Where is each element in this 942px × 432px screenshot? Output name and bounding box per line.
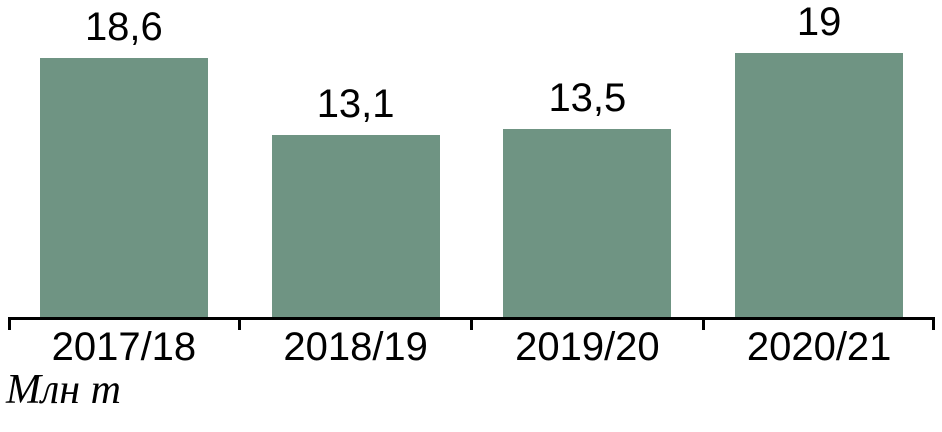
bar <box>503 129 672 317</box>
axis-tick-mark <box>238 317 242 330</box>
bar-group: 13,5 <box>472 78 704 317</box>
bar-value-label: 13,5 <box>548 76 627 120</box>
x-axis-tick-label: 2018/19 <box>283 325 428 369</box>
plot-area: 18,6 13,1 13,5 19 <box>8 0 935 317</box>
bar <box>735 53 904 317</box>
x-axis-tick-label: 2020/21 <box>746 325 892 369</box>
axis-tick-mark <box>8 317 11 330</box>
x-axis-tick-label: 2017/18 <box>51 325 197 369</box>
bar <box>271 135 440 317</box>
unit-label: Млн т <box>6 367 121 413</box>
bar <box>39 58 208 317</box>
bar-value-label: 18,6 <box>84 5 163 49</box>
bar-value-label: 13,1 <box>316 82 395 126</box>
axis-tick-mark <box>701 317 705 330</box>
x-axis-ticks <box>8 317 935 330</box>
axis-tick-mark <box>470 317 473 330</box>
bar-group: 13,1 <box>240 84 472 317</box>
bar-value-label: 19 <box>796 0 842 44</box>
bar-group: 19 <box>703 2 935 317</box>
axis-tick-mark <box>932 317 935 330</box>
x-axis-labels: 2017/18 2018/19 2019/20 2020/21 <box>8 327 935 367</box>
x-axis-tick-label: 2019/20 <box>515 325 660 369</box>
bar-group: 18,6 <box>8 7 240 317</box>
